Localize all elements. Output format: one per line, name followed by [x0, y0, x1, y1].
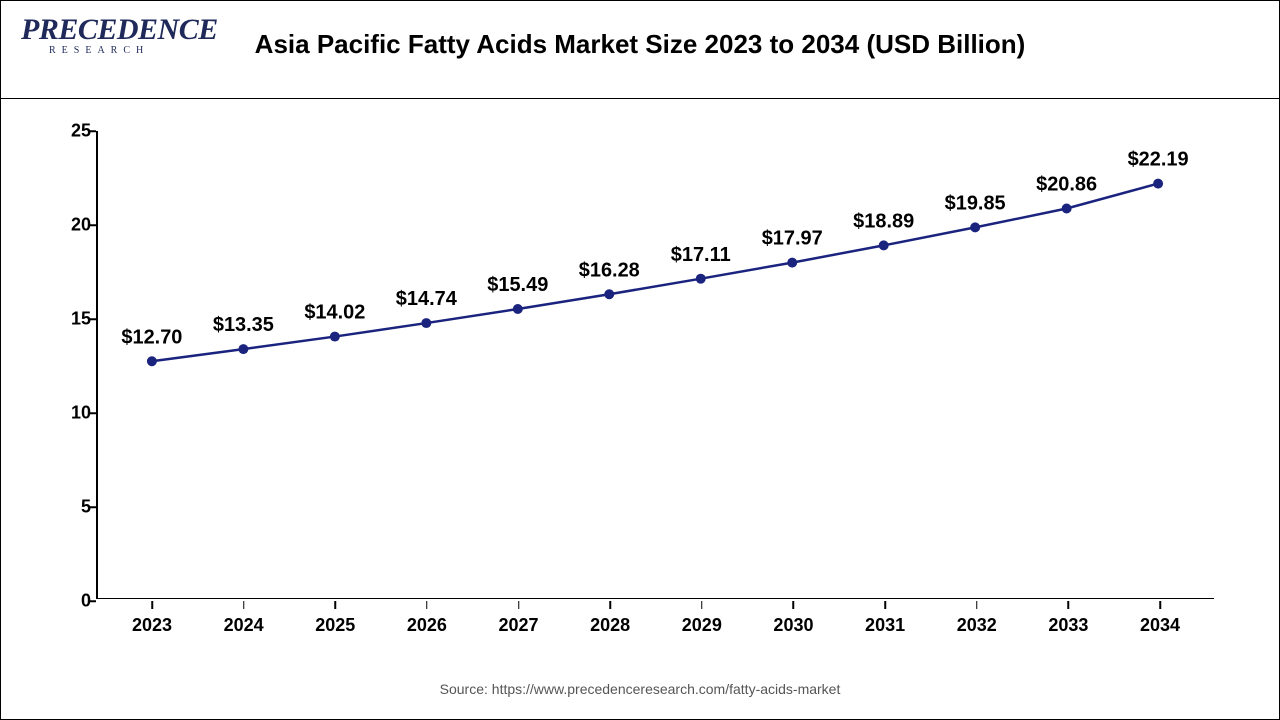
- y-tick-mark: [88, 506, 96, 508]
- data-point: [330, 332, 340, 342]
- x-tick-mark: [1068, 601, 1070, 609]
- x-tick-mark: [426, 601, 428, 609]
- y-tick-mark: [88, 130, 96, 132]
- x-tick-mark: [976, 601, 978, 609]
- data-label: $13.35: [213, 314, 274, 336]
- y-tick-mark: [88, 224, 96, 226]
- x-tick-label: 2034: [1140, 615, 1180, 636]
- data-point: [970, 222, 980, 232]
- x-tick-label: 2031: [865, 615, 905, 636]
- header-section: PRECEDENCE RESEARCH Asia Pacific Fatty A…: [1, 1, 1279, 99]
- data-point: [421, 318, 431, 328]
- data-point: [147, 356, 157, 366]
- x-tick-label: 2025: [315, 615, 355, 636]
- data-point: [513, 304, 523, 314]
- y-tick-mark: [88, 600, 96, 602]
- outer-frame: PRECEDENCE RESEARCH Asia Pacific Fatty A…: [0, 0, 1280, 720]
- data-line: [152, 184, 1158, 362]
- x-tick-label: 2027: [499, 615, 539, 636]
- data-point: [787, 258, 797, 268]
- data-point: [238, 344, 248, 354]
- y-tick-mark: [88, 412, 96, 414]
- chart-area: 0510152025 $12.70$13.35$14.02$14.74$15.4…: [41, 131, 1239, 639]
- data-label: $18.89: [853, 210, 914, 232]
- x-tick-mark: [243, 601, 245, 609]
- x-tick-label: 2032: [957, 615, 997, 636]
- x-tick-mark: [701, 601, 703, 609]
- data-label: $12.70: [121, 326, 182, 348]
- data-label: $22.19: [1128, 149, 1189, 171]
- data-label: $19.85: [945, 193, 1006, 215]
- line-chart-svg: $12.70 $13.35 $14.02 $14.74 $15.49 $16.28 $17.…: [96, 131, 1214, 599]
- data-point: [1153, 179, 1163, 189]
- x-tick-mark: [518, 601, 520, 609]
- x-tick-mark: [335, 601, 337, 609]
- data-point: [1062, 204, 1072, 214]
- x-tick-label: 2028: [590, 615, 630, 636]
- data-label: $16.28: [579, 259, 640, 281]
- data-label: $20.86: [1036, 174, 1097, 196]
- x-tick-label: 2024: [224, 615, 264, 636]
- x-tick-mark: [793, 601, 795, 609]
- x-tick-mark: [609, 601, 611, 609]
- data-label: $17.97: [762, 228, 823, 250]
- y-tick-mark: [88, 318, 96, 320]
- data-point: [879, 240, 889, 250]
- plot-region: $12.70 $13.35 $14.02 $14.74 $15.49 $16.28 $17.…: [96, 131, 1214, 599]
- data-label: $14.02: [304, 302, 365, 324]
- x-tick-label: 2026: [407, 615, 447, 636]
- data-label: $14.74: [396, 288, 457, 310]
- chart-title: Asia Pacific Fatty Acids Market Size 202…: [1, 29, 1279, 60]
- x-tick-label: 2030: [773, 615, 813, 636]
- source-text: Source: https://www.precedenceresearch.c…: [1, 681, 1279, 697]
- data-label: $17.11: [671, 244, 731, 266]
- data-point: [604, 289, 614, 299]
- x-tick-mark: [884, 601, 886, 609]
- x-tick-label: 2029: [682, 615, 722, 636]
- x-tick-label: 2033: [1048, 615, 1088, 636]
- x-tick-label: 2023: [132, 615, 172, 636]
- data-point: [696, 274, 706, 284]
- data-label: $15.49: [487, 274, 548, 296]
- x-tick-mark: [1159, 601, 1161, 609]
- x-tick-mark: [151, 601, 153, 609]
